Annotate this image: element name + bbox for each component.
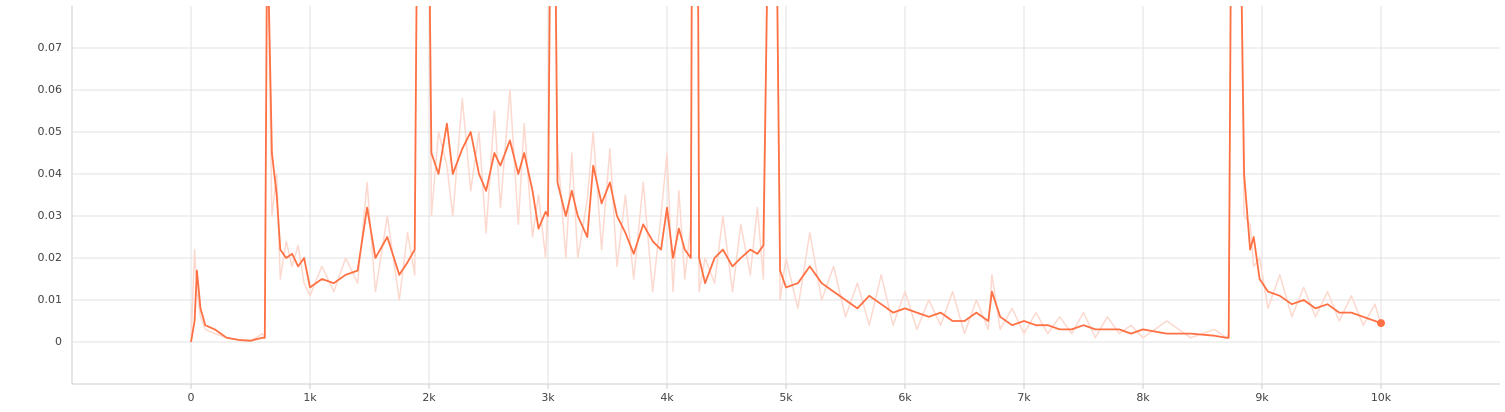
y-tick-label: 0.04 [38,167,63,180]
x-tick-label: 9k [1255,391,1269,404]
x-tick-label: 8k [1136,391,1150,404]
x-tick-label: 1k [303,391,317,404]
series-line [190,6,1382,343]
grid [72,6,1500,389]
y-tick-label: 0.01 [38,293,63,306]
series-line [190,6,1382,343]
plot-area [190,6,1382,343]
x-tick-label: 4k [660,391,674,404]
x-tick-label: 0 [188,391,195,404]
x-tick-label: 5k [779,391,793,404]
x-tick-label: 2k [422,391,436,404]
y-tick-label: 0.05 [38,125,63,138]
y-tick-label: 0.02 [38,251,63,264]
y-tick-label: 0.06 [38,83,63,96]
x-tick-label: 7k [1017,391,1031,404]
x-tick-label: 6k [898,391,912,404]
y-tick-label: 0 [55,335,62,348]
x-tick-label: 3k [541,391,555,404]
x-tick-label: 10k [1371,391,1392,404]
tick-labels: 0 0.01 0.02 0.03 0.04 0.05 0.06 0.07 0 1k 2k 3k 4k 5k… [38,41,1392,404]
y-tick-label: 0.03 [38,209,63,222]
last-point [1377,319,1385,328]
y-tick-label: 0.07 [38,41,63,54]
